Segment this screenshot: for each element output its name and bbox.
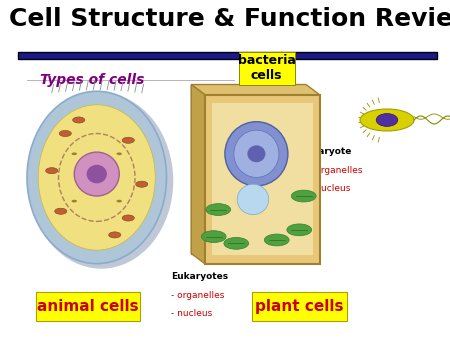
Ellipse shape bbox=[117, 152, 122, 155]
Ellipse shape bbox=[117, 200, 122, 202]
Ellipse shape bbox=[73, 117, 85, 123]
Ellipse shape bbox=[292, 190, 316, 202]
Ellipse shape bbox=[234, 130, 279, 177]
Ellipse shape bbox=[265, 234, 289, 246]
Ellipse shape bbox=[59, 130, 71, 137]
FancyBboxPatch shape bbox=[238, 52, 295, 84]
Ellipse shape bbox=[72, 200, 77, 202]
Text: - no organelles: - no organelles bbox=[295, 166, 362, 175]
Text: bacteria
cells: bacteria cells bbox=[238, 54, 296, 82]
Text: Prokaryote: Prokaryote bbox=[295, 147, 351, 156]
Ellipse shape bbox=[27, 91, 166, 264]
Ellipse shape bbox=[202, 231, 226, 243]
Ellipse shape bbox=[206, 203, 230, 216]
Text: Eukaryotes: Eukaryotes bbox=[171, 272, 228, 281]
Ellipse shape bbox=[55, 208, 67, 214]
Text: Types of cells: Types of cells bbox=[40, 73, 145, 87]
Ellipse shape bbox=[237, 184, 269, 215]
Ellipse shape bbox=[248, 145, 266, 162]
Polygon shape bbox=[191, 84, 205, 264]
Ellipse shape bbox=[360, 109, 414, 131]
Text: plant cells: plant cells bbox=[255, 299, 343, 314]
Text: Cell Structure & Function Review: Cell Structure & Function Review bbox=[9, 7, 450, 31]
FancyBboxPatch shape bbox=[36, 292, 140, 321]
Ellipse shape bbox=[376, 114, 398, 126]
Ellipse shape bbox=[287, 224, 311, 236]
Ellipse shape bbox=[136, 181, 148, 187]
Polygon shape bbox=[191, 84, 306, 254]
Ellipse shape bbox=[86, 165, 107, 183]
FancyBboxPatch shape bbox=[205, 95, 320, 264]
FancyBboxPatch shape bbox=[212, 103, 313, 255]
Ellipse shape bbox=[122, 215, 134, 221]
Ellipse shape bbox=[38, 105, 155, 250]
FancyBboxPatch shape bbox=[18, 52, 436, 59]
Ellipse shape bbox=[74, 152, 119, 196]
FancyBboxPatch shape bbox=[252, 292, 346, 321]
Ellipse shape bbox=[122, 137, 134, 143]
Ellipse shape bbox=[29, 93, 173, 269]
Text: - organelles: - organelles bbox=[171, 291, 225, 300]
Text: - no nucleus: - no nucleus bbox=[295, 184, 350, 193]
Ellipse shape bbox=[224, 237, 248, 249]
Polygon shape bbox=[191, 84, 320, 95]
Ellipse shape bbox=[109, 232, 121, 238]
Text: - nucleus: - nucleus bbox=[171, 309, 212, 318]
Ellipse shape bbox=[225, 122, 288, 186]
Ellipse shape bbox=[45, 168, 58, 174]
Ellipse shape bbox=[72, 152, 77, 155]
Text: animal cells: animal cells bbox=[37, 299, 139, 314]
